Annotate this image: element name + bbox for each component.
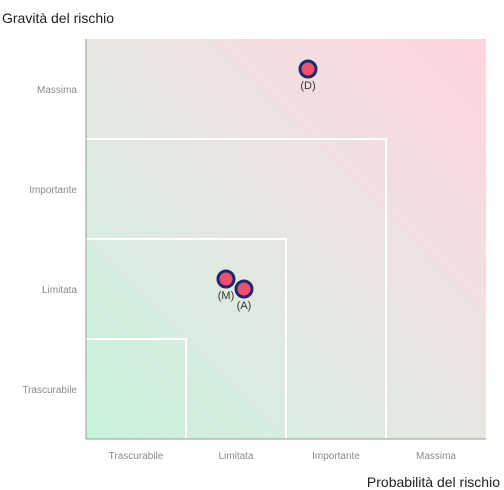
x-tick-label: Limitata xyxy=(218,451,253,462)
y-tick-label: Trascurabile xyxy=(22,385,77,396)
risk-point xyxy=(236,281,252,297)
x-tick-label: Importante xyxy=(312,451,360,462)
y-tick-label: Limitata xyxy=(42,285,77,296)
y-tick-label: Massima xyxy=(37,85,77,96)
x-tick-label: Massima xyxy=(416,451,456,462)
risk-point-label: (A) xyxy=(237,300,252,312)
risk-point xyxy=(300,61,316,77)
y-tick-label: Importante xyxy=(29,185,77,196)
x-tick-label: Trascurabile xyxy=(109,451,164,462)
risk-point-label: (M) xyxy=(218,290,235,302)
risk-point-label: (D) xyxy=(300,80,315,92)
risk-point xyxy=(218,271,234,287)
